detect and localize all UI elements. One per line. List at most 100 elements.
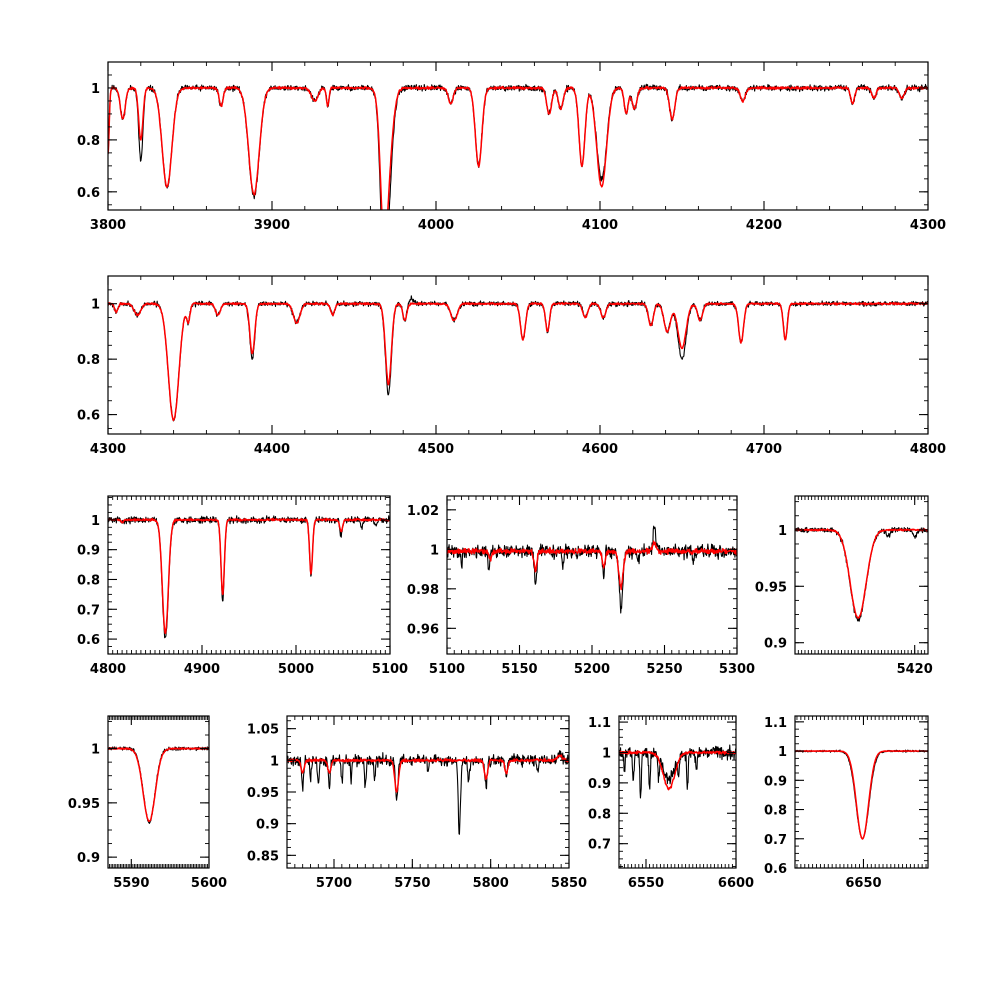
x-tick-label: 5150 — [501, 662, 537, 677]
y-tick-label: 1 — [91, 514, 100, 529]
panel-frame — [618, 715, 737, 869]
series-line-observed — [795, 749, 928, 840]
series-line-observed — [108, 515, 390, 639]
x-tick-label: 4500 — [418, 442, 454, 457]
series-line-model — [108, 747, 209, 822]
spectrum-panel-4300-4800: 4300 4400 4500 4600 4700 4800 0.6 0.8 1 — [77, 275, 946, 457]
x-tick-label: 5100 — [372, 662, 408, 677]
series-line-model — [108, 85, 928, 210]
x-tick-label: 4300 — [90, 442, 126, 457]
x-tick-label: 6600 — [718, 876, 754, 891]
y-tick-label: 0.7 — [77, 603, 100, 618]
y-tick-label: 0.98 — [407, 583, 439, 598]
x-tick-label: 5800 — [473, 876, 509, 891]
series-line-observed — [108, 746, 209, 824]
y-tick-label: 0.8 — [764, 804, 787, 819]
series-line-model — [447, 540, 737, 591]
x-tick-label: 6650 — [845, 876, 881, 891]
panel-frame — [107, 715, 210, 869]
x-tick-label: 4800 — [90, 662, 126, 677]
y-tick-label: 0.95 — [247, 786, 279, 801]
y-tick-label: 0.6 — [77, 409, 100, 424]
y-tick-label: 0.7 — [764, 833, 787, 848]
series-line-model — [287, 754, 569, 793]
series-line-model — [619, 750, 736, 791]
spectrum-panel-3600-4300: 3800 3900 4000 4100 4200 4300 0.6 0.8 1 — [77, 61, 946, 233]
series-line-model — [795, 750, 928, 840]
y-tick-label: 1 — [91, 743, 100, 758]
y-tick-label: 1 — [91, 82, 100, 97]
x-tick-label: 3900 — [254, 218, 290, 233]
y-tick-label: 1.05 — [247, 723, 279, 738]
x-tick-label: 4800 — [910, 442, 946, 457]
x-tick-label: 6550 — [628, 876, 664, 891]
series-line-observed — [447, 525, 737, 614]
x-tick-label: 4700 — [746, 442, 782, 457]
y-tick-label: 0.9 — [588, 777, 611, 792]
spectrum-panel-6640-6690: 6650 0.6 0.7 0.8 0.9 1 1.1 — [764, 715, 929, 891]
y-tick-label: 0.95 — [755, 580, 787, 595]
y-tick-label: 1 — [778, 524, 787, 539]
y-tick-label: 0.8 — [77, 573, 100, 588]
y-tick-label: 0.9 — [77, 851, 100, 866]
spectrum-panel-5585-5600: 5590 5600 0.9 0.95 1 — [68, 715, 227, 891]
series-line-model — [108, 517, 390, 635]
y-tick-label: 1.1 — [588, 716, 611, 731]
x-tick-label: 5850 — [551, 876, 587, 891]
y-tick-label: 1 — [778, 745, 787, 760]
series-line-model — [108, 301, 928, 422]
series-line-model — [795, 528, 928, 619]
x-tick-label: 5600 — [191, 876, 227, 891]
x-tick-label: 4200 — [746, 218, 782, 233]
spectrum-panel-6530-6600: 6550 6600 0.7 0.8 0.9 1 1.1 — [588, 715, 754, 891]
spectrum-panel-5100-5300: 5100 5150 5200 5250 5300 0.96 0.98 1 1.02 — [407, 495, 755, 677]
series-line-observed — [108, 295, 928, 422]
y-tick-label: 0.6 — [77, 186, 100, 201]
y-tick-label: 1 — [91, 298, 100, 313]
y-tick-label: 0.95 — [68, 797, 100, 812]
y-tick-label: 0.6 — [77, 633, 100, 648]
y-tick-label: 1 — [430, 543, 439, 558]
panel-frame — [286, 715, 570, 869]
series-line-observed — [795, 526, 928, 622]
y-tick-label: 1 — [602, 746, 611, 761]
spectrum-panel-5400-5425: 5420 0.9 0.95 1 — [755, 495, 933, 677]
x-tick-label: 3800 — [90, 218, 126, 233]
x-tick-label: 5420 — [897, 662, 933, 677]
x-tick-label: 5590 — [113, 876, 149, 891]
x-tick-label: 5700 — [316, 876, 352, 891]
y-tick-label: 0.7 — [588, 838, 611, 853]
y-tick-label: 0.6 — [764, 862, 787, 877]
x-tick-label: 4900 — [184, 662, 220, 677]
panel-frame — [107, 61, 929, 211]
y-tick-label: 1.1 — [764, 716, 787, 731]
x-tick-label: 5200 — [574, 662, 610, 677]
panel-frame — [446, 495, 738, 655]
x-tick-label: 5250 — [646, 662, 682, 677]
series-line-observed — [287, 749, 569, 835]
x-tick-label: 5300 — [719, 662, 755, 677]
x-tick-label: 4600 — [582, 442, 618, 457]
y-tick-label: 0.9 — [77, 544, 100, 559]
x-tick-label: 5100 — [429, 662, 465, 677]
y-tick-label: 0.9 — [764, 637, 787, 652]
y-tick-label: 0.8 — [77, 134, 100, 149]
spectrum-panel-4800-5100: 4800 4900 5000 5100 0.6 0.7 0.8 0.9 1 — [77, 495, 408, 677]
panel-frame — [794, 495, 929, 655]
panel-frame — [794, 715, 929, 869]
y-tick-label: 0.8 — [588, 807, 611, 822]
x-tick-label: 4100 — [582, 218, 618, 233]
x-tick-label: 4000 — [418, 218, 454, 233]
x-tick-label: 5000 — [278, 662, 314, 677]
spectrum-panel-5670-5850: 5700 5750 5800 5850 0.85 0.9 0.95 1 1.05 — [247, 715, 587, 891]
panel-frame — [107, 275, 929, 435]
x-tick-label: 5750 — [394, 876, 430, 891]
y-tick-label: 0.8 — [77, 353, 100, 368]
y-tick-label: 1.02 — [407, 504, 439, 519]
y-tick-label: 1 — [270, 754, 279, 769]
x-tick-label: 4300 — [910, 218, 946, 233]
y-tick-label: 0.9 — [764, 774, 787, 789]
x-tick-label: 4400 — [254, 442, 290, 457]
